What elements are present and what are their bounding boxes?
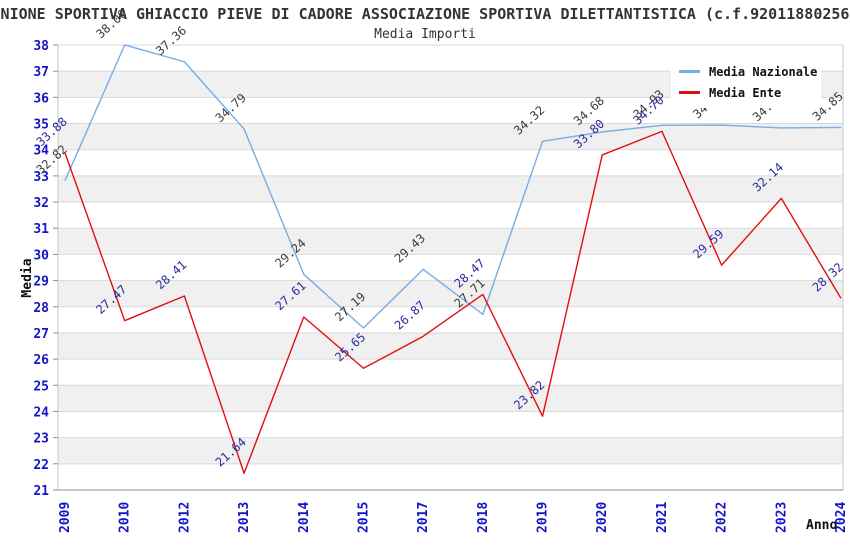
y-tick-label: 30 [33,248,49,263]
y-tick-label: 37 [33,65,49,80]
y-tick-label: 22 [33,458,49,473]
value-label: 38.00 [93,7,129,42]
value-label: 37.36 [153,23,189,58]
y-tick-label: 31 [33,222,49,237]
y-tick-label: 34 [33,144,49,159]
x-tick-label: 2019 [536,502,551,533]
chart-subtitle: Media Importi [374,27,476,42]
y-axis-title: Media [20,258,35,297]
legend-label: Media Ente [709,85,782,100]
y-tick-label: 32 [33,196,49,211]
x-tick-label: 2012 [177,502,192,533]
x-tick-label: 2014 [297,502,312,533]
y-tick-label: 36 [33,91,49,106]
x-tick-label: 2013 [237,502,252,533]
y-tick-label: 23 [33,432,49,447]
y-tick-label: 24 [33,405,49,420]
legend-label: Media Nazionale [709,64,818,79]
series-line-media-ente [64,130,842,474]
x-tick-label: 2023 [774,502,789,533]
y-tick-label: 33 [33,170,49,185]
y-axis-ticks [53,44,58,491]
legend-item-media-ente: Media Ente [679,82,821,103]
media-nazionale-line-swatch [679,70,700,73]
legend-item-media-nazionale: Media Nazionale [679,61,821,82]
legend: Media Nazionale Media Ente [671,56,821,108]
series-line-media-nazionale [64,44,842,329]
x-tick-label: 2015 [356,502,371,533]
y-tick-label: 38 [33,39,49,54]
media-ente-line-swatch [679,91,700,94]
x-tick-label: 2009 [58,502,73,533]
x-tick-label: 2021 [655,502,670,533]
y-tick-label: 35 [33,118,49,133]
chart-title: UNIONE SPORTIVA GHIACCIO PIEVE DI CADORE… [0,5,850,23]
x-axis-title: Anno [806,518,837,533]
gridlines [58,44,843,465]
x-tick-label: 2022 [715,502,730,533]
y-tick-label: 27 [33,327,49,342]
x-tick-label: 2010 [118,502,133,533]
x-tick-label: 2018 [476,502,491,533]
y-tick-label: 25 [33,379,49,394]
y-tick-label: 28 [33,301,49,316]
x-tick-label: 2024 [834,502,849,533]
y-tick-label: 26 [33,353,49,368]
x-tick-label: 2017 [416,502,431,533]
x-tick-label: 2020 [595,502,610,533]
plot-border [57,45,844,491]
x-axis-tick-labels: 2009 2010 2012 2013 2014 2015 2017 2018 2019 2020… [58,502,849,533]
y-tick-label: 21 [33,484,49,499]
y-tick-label: 29 [33,275,49,290]
y-axis-tick-labels: 38 37 36 35 34 33 32 31 30 29 28 27 26 25 24 23 22 21 [33,39,49,499]
plot-area-bands [58,71,843,464]
